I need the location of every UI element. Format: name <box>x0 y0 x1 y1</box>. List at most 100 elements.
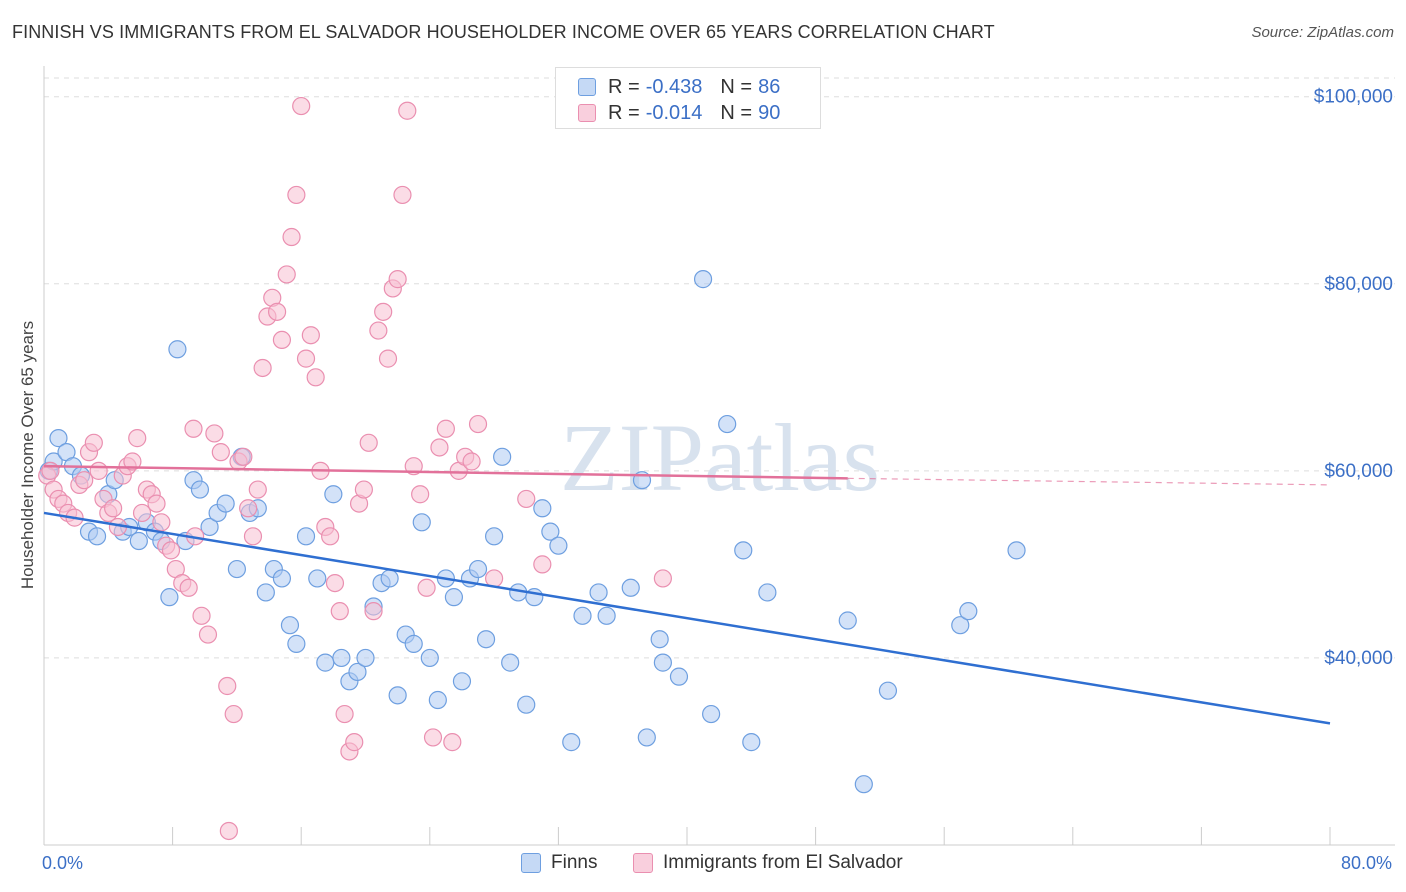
finns-point <box>493 447 512 466</box>
legend-item-el-salvador[interactable]: Immigrants from El Salvador <box>633 852 903 874</box>
r-value: -0.014 <box>645 101 703 124</box>
chart-title: FINNISH VS IMMIGRANTS FROM EL SALVADOR H… <box>12 22 995 42</box>
finns-point <box>854 775 873 794</box>
legend-item-finns[interactable]: Finns <box>521 852 597 874</box>
el-salvador-point <box>292 96 311 116</box>
el-salvador-point <box>179 578 198 597</box>
finns-point <box>160 588 179 607</box>
el-salvador-point <box>335 704 354 724</box>
el-salvador-point <box>224 704 243 724</box>
el-salvador-point <box>354 480 373 499</box>
n-label: N = <box>720 101 753 124</box>
finns-point <box>541 522 560 541</box>
el-salvador-point <box>243 527 263 546</box>
el-salvador-point <box>306 368 325 387</box>
finns-point <box>669 667 689 686</box>
finns-point <box>216 494 235 513</box>
finns-point <box>573 606 592 625</box>
finns-point <box>332 648 351 668</box>
finns-point <box>589 583 608 602</box>
finns-point <box>562 733 581 752</box>
finns-point <box>951 616 970 635</box>
finns-point <box>280 616 300 635</box>
el-salvador-point <box>84 433 103 452</box>
finns-point <box>324 485 343 504</box>
series-legend: Finns Immigrants from El Salvador <box>0 852 1406 878</box>
el-salvador-point <box>198 625 218 644</box>
el-salvador-point <box>325 573 345 593</box>
finns-point <box>501 653 520 672</box>
finns-point <box>296 527 316 546</box>
finns-point <box>428 690 447 710</box>
el-salvador-point <box>234 447 253 466</box>
el-salvador-point <box>443 733 462 752</box>
el-salvador-point <box>277 265 296 284</box>
r-label: R = <box>608 75 640 98</box>
finns-point <box>758 583 777 602</box>
el-salvador-point <box>282 227 301 247</box>
el-salvador-point <box>393 185 412 205</box>
el-salvador-point <box>436 419 455 438</box>
finns-point <box>49 429 68 448</box>
el-salvador-point <box>89 461 108 480</box>
finns-swatch <box>578 78 596 96</box>
r-label: R = <box>608 101 640 124</box>
finns-point <box>468 559 488 579</box>
el-salvador-point <box>653 569 672 588</box>
data-points <box>38 96 1026 841</box>
el-salvador-point <box>364 602 383 621</box>
el-salvador-point <box>423 728 443 747</box>
el-salvador-point <box>128 429 147 448</box>
el-salvador-point <box>369 321 388 340</box>
finns-trend-line <box>43 511 1331 725</box>
finns-point <box>959 602 978 621</box>
el-salvador-point <box>417 578 436 597</box>
finns-swatch <box>521 853 541 873</box>
el-salvador-trend-line <box>43 464 848 480</box>
finns-point <box>637 728 656 747</box>
finns-point <box>1007 541 1026 560</box>
el-salvador-point <box>345 733 364 752</box>
x-tick-max: 80.0% <box>1340 853 1392 873</box>
el-salvador-point <box>404 457 423 476</box>
el-salvador-point <box>253 358 272 378</box>
finns-point <box>485 527 504 546</box>
finns-point <box>412 513 431 532</box>
el-salvador-point <box>184 419 203 438</box>
y-tick-label: $80,000 <box>1324 274 1393 295</box>
finns-point <box>693 270 713 289</box>
trend-lines <box>43 464 1331 725</box>
el-salvador-point <box>301 326 320 345</box>
finns-point <box>168 340 187 359</box>
finns-point <box>227 559 246 579</box>
el-salvador-point <box>533 555 552 574</box>
finns-point <box>742 733 761 752</box>
el-salvador-point <box>219 821 238 841</box>
el-salvador-point <box>296 349 316 368</box>
el-salvador-point <box>192 606 211 625</box>
el-salvador-trend-extension <box>847 477 1331 486</box>
finns-point <box>348 662 367 682</box>
finns-point <box>380 569 399 588</box>
y-tick-label: $40,000 <box>1324 648 1393 669</box>
n-value: 86 <box>758 75 781 98</box>
el-salvador-point <box>388 270 407 289</box>
el-salvador-point <box>75 471 94 490</box>
finns-point <box>404 634 423 653</box>
stats-legend: R = -0.438 N = 86 R = -0.014 N = 90 <box>555 67 821 129</box>
el-salvador-point <box>398 101 417 120</box>
finns-point <box>452 672 472 691</box>
el-salvador-point <box>132 503 152 523</box>
finns-point <box>190 480 210 499</box>
el-salvador-point <box>321 527 340 546</box>
n-label: N = <box>720 75 753 98</box>
finns-point <box>533 499 552 518</box>
finns-point <box>200 517 219 537</box>
y-tick-labels: $40,000 $60,000 $80,000 $100,000 <box>1314 87 1393 669</box>
finns-point <box>718 414 737 434</box>
el-salvador-point <box>359 433 378 452</box>
el-salvador-swatch <box>633 853 653 873</box>
finns-point <box>476 630 496 649</box>
el-salvador-point <box>267 302 287 321</box>
stats-row-finns: R = -0.438 N = 86 <box>578 75 780 99</box>
